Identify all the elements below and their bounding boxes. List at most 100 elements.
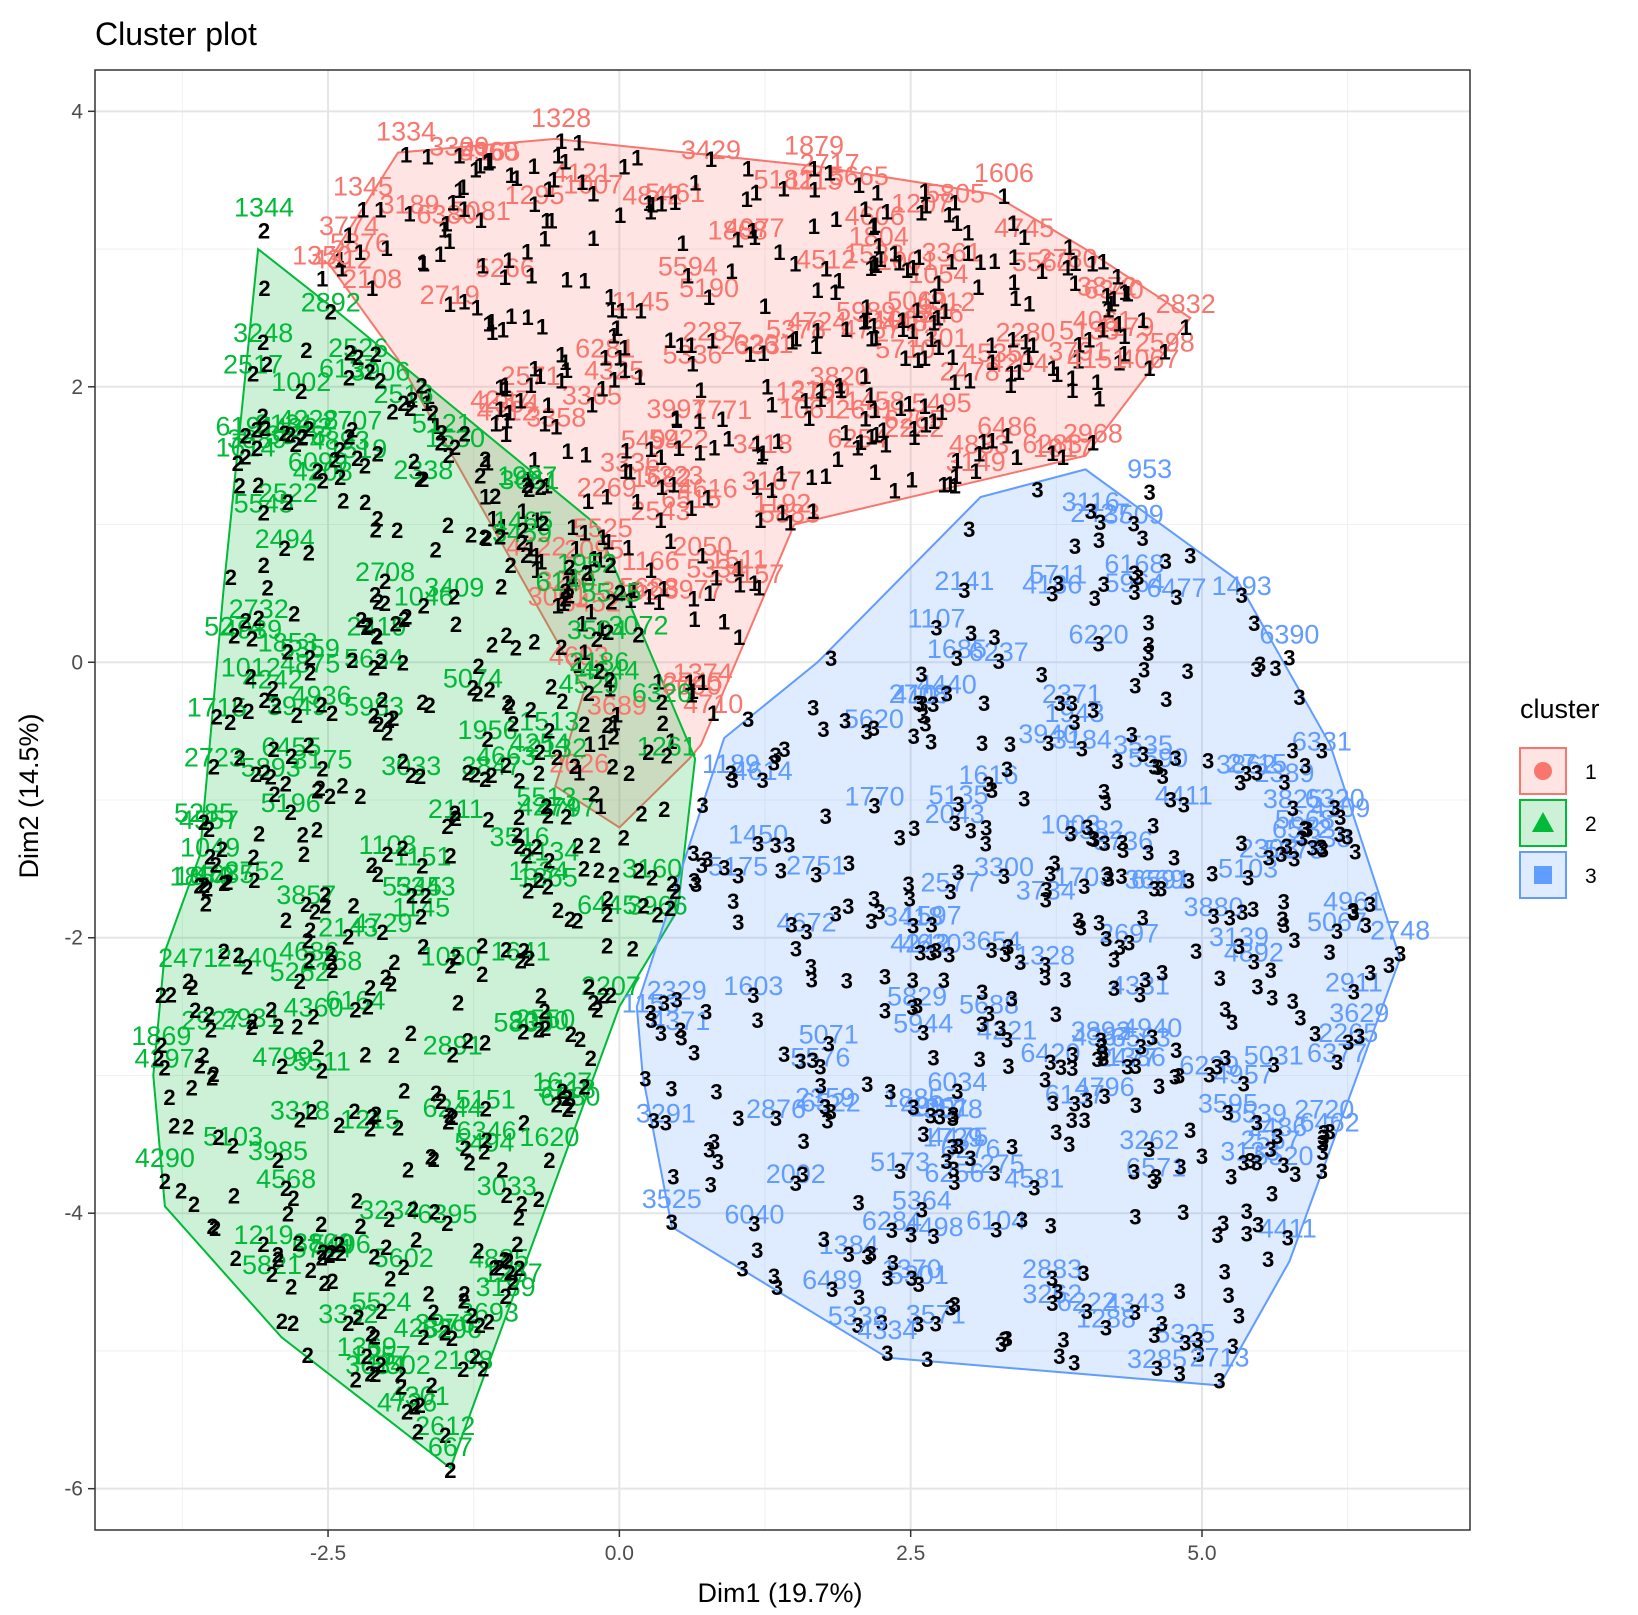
- point-mark-cluster-2: 2: [369, 1325, 381, 1350]
- point-label-ghost: 2626: [549, 749, 609, 779]
- point-mark-cluster-3: 3: [1288, 928, 1300, 953]
- point-mark-cluster-1: 1: [901, 258, 913, 283]
- point-mark-cluster-3: 3: [785, 912, 797, 937]
- point-mark-cluster-1: 1: [528, 154, 540, 179]
- point-mark-cluster-2: 2: [459, 421, 471, 446]
- point-mark-cluster-3: 3: [710, 1080, 722, 1105]
- point-mark-cluster-1: 1: [757, 441, 769, 466]
- point-mark: 3: [1353, 1024, 1365, 1049]
- point-mark-cluster-1: 1: [1046, 441, 1058, 466]
- point-mark-cluster-2: 2: [637, 893, 649, 918]
- point-mark-cluster-1: 1: [919, 179, 931, 204]
- point-mark-cluster-3: 3: [1059, 968, 1071, 993]
- point-mark-cluster-3: 3: [1143, 1137, 1155, 1162]
- point-mark-cluster-3: 3: [1173, 1063, 1185, 1088]
- point-mark-cluster-2: 2: [370, 517, 382, 542]
- point-mark-cluster-3: 3: [1148, 755, 1160, 780]
- point-mark-cluster-3: 3: [727, 889, 739, 914]
- point-mark-cluster-3: 3: [1077, 1261, 1089, 1286]
- point-mark-cluster-3: 3: [930, 1312, 942, 1337]
- hull-cluster-1: [326, 137, 1192, 829]
- point-mark-cluster-2: 2: [422, 1282, 434, 1307]
- point-mark-cluster-2: 2: [402, 1158, 414, 1183]
- point-mark-cluster-1: 1: [750, 180, 762, 205]
- point-mark-cluster-3: 3: [1134, 983, 1146, 1008]
- point-label-ghost: 4204: [989, 348, 1049, 378]
- point-mark-cluster-3: 3: [852, 1190, 864, 1215]
- point-mark-cluster-3: 3: [687, 841, 699, 866]
- point-mark-cluster-1: 1: [853, 173, 865, 198]
- point-mark-cluster-2: 2: [292, 1231, 304, 1256]
- point-label-ghost: 4893: [310, 426, 370, 456]
- point-label-ghost: 4529: [559, 669, 619, 699]
- point-mark-cluster-1: 1: [485, 310, 497, 335]
- point-mark-cluster-2: 2: [212, 1125, 224, 1150]
- point-mark-cluster-3: 3: [951, 646, 963, 671]
- point-mark-cluster-2: 2: [343, 366, 355, 391]
- point-mark-cluster-1: 1: [521, 240, 533, 265]
- point-mark-cluster-2: 2: [368, 1245, 380, 1270]
- point-mark-cluster-2: 2: [368, 656, 380, 681]
- point-label-ghost: 3504: [567, 615, 627, 645]
- point-mark-cluster-1: 1: [548, 168, 560, 193]
- point-mark-cluster-2: 2: [329, 448, 341, 473]
- legend-title: cluster: [1520, 694, 1600, 724]
- point-mark-cluster-2: 2: [469, 1344, 481, 1369]
- point-mark-cluster-3: 3: [736, 1256, 748, 1281]
- point-label-ghost: 2494: [255, 524, 315, 554]
- point-mark-cluster-2: 2: [175, 1178, 187, 1203]
- point-mark-cluster-3: 3: [1004, 732, 1016, 757]
- point-label-ghost: 4644: [579, 656, 639, 686]
- point-label-ghost: 6580: [540, 1082, 600, 1112]
- point-mark-cluster-3: 3: [1100, 1315, 1112, 1340]
- point-mark-cluster-3: 3: [985, 938, 997, 963]
- point-label-ghost: 5744: [292, 1234, 352, 1264]
- point-label-ghost: 1145: [612, 286, 670, 316]
- point-mark-cluster-2: 2: [346, 648, 358, 673]
- point-mark-cluster-3: 3: [947, 1134, 959, 1159]
- point-mark-cluster-1: 1: [733, 573, 745, 598]
- point-label-ghost: 5121: [412, 408, 472, 438]
- point-mark-cluster-1: 1: [757, 341, 769, 366]
- point-label-ghost: 3872: [1077, 272, 1137, 302]
- point-label-ghost: 5876: [330, 228, 390, 258]
- point-mark-cluster-2: 2: [384, 1267, 396, 1292]
- point-label-ghost: 2222: [884, 413, 944, 443]
- point-label-ghost: 5710: [875, 334, 935, 364]
- point-mark-cluster-2: 2: [208, 755, 220, 780]
- point-mark-cluster-2: 2: [466, 1303, 478, 1328]
- point-mark-cluster-3: 3: [1349, 840, 1361, 865]
- point-mark-cluster-1: 1: [888, 478, 900, 503]
- point-mark-cluster-1: 1: [458, 197, 470, 222]
- point-mark-cluster-1: 1: [899, 346, 911, 371]
- point-mark-cluster-3: 3: [1299, 754, 1311, 779]
- point-mark-cluster-3: 3: [917, 1021, 929, 1046]
- point-mark-cluster-1: 1: [1101, 284, 1113, 309]
- point-mark-cluster-3: 3: [1247, 897, 1259, 922]
- point-mark-cluster-3: 3: [1044, 861, 1056, 886]
- point-label-ghost: 4242: [243, 665, 303, 695]
- point-mark-cluster-1: 1: [865, 425, 877, 450]
- point-mark-cluster-2: 2: [472, 1238, 484, 1263]
- point-mark-cluster-3: 3: [688, 1041, 700, 1066]
- point-mark-cluster-1: 1: [500, 422, 512, 447]
- point-mark-cluster-1: 1: [1086, 251, 1098, 276]
- point-mark-cluster-2: 2: [279, 536, 291, 561]
- point-label-ghost: 2140: [217, 942, 277, 972]
- point-label-ghost: 2780: [1037, 243, 1097, 273]
- point-mark-cluster-3: 3: [980, 815, 992, 840]
- point-mark-cluster-2: 2: [646, 865, 658, 890]
- point-label-ghost: 4875: [280, 648, 340, 678]
- point-mark-cluster-3: 3: [1129, 1300, 1141, 1325]
- point-mark-cluster-1: 1: [596, 616, 608, 641]
- point-mark-cluster-1: 1: [653, 590, 665, 615]
- point-label-ghost: 2968: [1063, 419, 1123, 449]
- point-label-ghost: 1804: [849, 222, 909, 252]
- point-label-ghost: 5274: [204, 612, 264, 642]
- point-mark-cluster-1: 1: [587, 226, 599, 251]
- point-mark-cluster-1: 1: [505, 163, 517, 188]
- point-mark-cluster-2: 2: [414, 1393, 426, 1418]
- point-label-ghost: 4724: [787, 307, 847, 337]
- point-mark-cluster-1: 1: [893, 250, 905, 275]
- point-mark-cluster-1: 1: [1009, 286, 1021, 311]
